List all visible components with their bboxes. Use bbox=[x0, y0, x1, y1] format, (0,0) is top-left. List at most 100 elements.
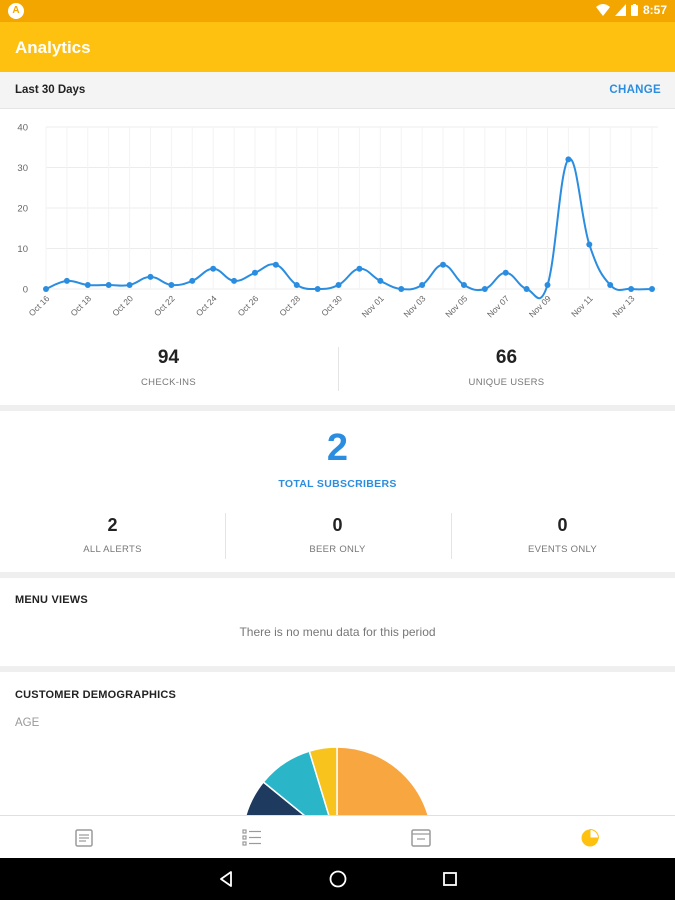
events-only-stat: 0 EVENTS ONLY bbox=[450, 515, 675, 555]
checkins-series-line bbox=[45, 157, 653, 300]
data-point bbox=[314, 286, 321, 292]
events-only-label: EVENTS ONLY bbox=[527, 544, 598, 555]
recents-icon bbox=[443, 872, 457, 886]
data-point bbox=[460, 281, 467, 288]
customer-demographics-card: CUSTOMER DEMOGRAPHICS AGE bbox=[0, 672, 675, 816]
data-point bbox=[84, 281, 91, 288]
beer-only-label: BEER ONLY bbox=[309, 544, 366, 555]
x-tick-label: Oct 20 bbox=[110, 293, 135, 318]
data-point bbox=[272, 261, 279, 268]
x-tick-label: Nov 03 bbox=[401, 293, 427, 319]
beer-only-stat: 0 BEER ONLY bbox=[225, 515, 450, 555]
total-subscribers: 2 TOTAL SUBSCRIBERS bbox=[0, 427, 675, 490]
pie-slice bbox=[244, 780, 307, 816]
x-tick-label: Nov 05 bbox=[443, 293, 469, 319]
total-subscribers-label: TOTAL SUBSCRIBERS bbox=[278, 478, 397, 490]
divider bbox=[451, 513, 452, 559]
checklist-icon bbox=[242, 828, 261, 846]
data-point bbox=[168, 281, 175, 288]
unique-users-count: 66 bbox=[495, 347, 518, 368]
x-tick-label: Oct 28 bbox=[277, 293, 302, 318]
home-icon bbox=[329, 870, 347, 888]
bottom-navigation bbox=[0, 815, 675, 858]
data-point bbox=[440, 261, 447, 268]
nav-tab-checklist[interactable] bbox=[168, 816, 336, 859]
x-tick-label: Oct 18 bbox=[68, 293, 93, 318]
x-tick-label: Oct 30 bbox=[319, 293, 344, 318]
back-icon bbox=[220, 871, 232, 887]
data-point bbox=[210, 265, 217, 272]
checkin-stats: 94 CHECK-INS 66 UNIQUE USERS bbox=[0, 347, 675, 393]
home-button[interactable] bbox=[318, 858, 358, 900]
wifi-icon bbox=[595, 4, 610, 16]
data-point bbox=[544, 281, 551, 288]
data-point bbox=[189, 277, 196, 284]
data-point bbox=[356, 265, 363, 272]
all-alerts-stat: 2 ALL ALERTS bbox=[0, 515, 225, 555]
data-point bbox=[481, 286, 488, 292]
unique-users-stat: 66 UNIQUE USERS bbox=[338, 347, 675, 388]
menu-views-card: MENU VIEWS There is no menu data for thi… bbox=[0, 578, 675, 666]
pie-chart-icon bbox=[581, 828, 600, 846]
y-tick-label: 0 bbox=[23, 285, 28, 296]
page-title: Analytics bbox=[15, 38, 91, 57]
x-tick-label: Oct 16 bbox=[27, 293, 52, 318]
y-tick-label: 20 bbox=[17, 204, 28, 215]
y-tick-label: 10 bbox=[17, 244, 28, 255]
battery-icon bbox=[630, 4, 638, 16]
unique-users-label: UNIQUE USERS bbox=[468, 377, 545, 388]
checkins-stat: 94 CHECK-INS bbox=[0, 347, 337, 388]
x-tick-label: Nov 11 bbox=[569, 293, 595, 319]
data-point bbox=[105, 281, 112, 288]
x-tick-label: Nov 07 bbox=[485, 293, 511, 319]
events-only-count: 0 bbox=[557, 515, 568, 535]
data-point bbox=[377, 277, 384, 284]
x-tick-label: Oct 26 bbox=[236, 293, 261, 318]
data-point bbox=[586, 241, 593, 248]
data-point bbox=[335, 281, 342, 288]
data-point bbox=[43, 286, 49, 292]
all-alerts-label: ALL ALERTS bbox=[83, 544, 142, 555]
x-tick-label: Oct 22 bbox=[152, 293, 177, 318]
signal-icon bbox=[614, 4, 626, 16]
divider bbox=[225, 513, 226, 559]
data-point bbox=[147, 273, 154, 280]
x-tick-label: Nov 01 bbox=[360, 293, 386, 319]
x-tick-label: Nov 13 bbox=[610, 293, 636, 319]
calendar-icon bbox=[411, 828, 431, 847]
change-range-button[interactable]: CHANGE bbox=[609, 84, 661, 96]
x-tick-label: Oct 24 bbox=[194, 293, 219, 318]
data-point bbox=[607, 281, 614, 288]
date-range-label: Last 30 Days bbox=[15, 84, 86, 96]
data-point bbox=[293, 281, 300, 288]
app-bar: Analytics bbox=[0, 22, 675, 72]
checkins-chart-card: 0 10 20 30 40 Oct 16 Oct 18 Oct 20 Oct 22 Oct 24 O… bbox=[0, 109, 675, 405]
y-tick-label: 40 bbox=[17, 123, 28, 134]
total-subscribers-count: 2 bbox=[326, 427, 349, 469]
back-button[interactable] bbox=[206, 858, 246, 900]
nav-tab-list[interactable] bbox=[0, 816, 168, 859]
clock: 8:57 bbox=[642, 3, 667, 17]
age-pie-chart bbox=[244, 746, 430, 816]
data-point bbox=[649, 286, 655, 292]
app-notification-icon: A bbox=[8, 3, 24, 19]
menu-views-empty-message: There is no menu data for this period bbox=[239, 625, 436, 639]
data-point bbox=[419, 281, 426, 288]
system-navigation-bar bbox=[0, 858, 675, 900]
data-point bbox=[628, 286, 635, 292]
demographics-title: CUSTOMER DEMOGRAPHICS bbox=[15, 689, 177, 701]
nav-tab-analytics[interactable] bbox=[506, 816, 674, 859]
menu-views-title: MENU VIEWS bbox=[15, 594, 88, 606]
all-alerts-count: 2 bbox=[107, 515, 118, 535]
recents-button[interactable] bbox=[430, 858, 470, 900]
date-range-bar: Last 30 Days CHANGE bbox=[0, 72, 675, 109]
age-label: AGE bbox=[15, 717, 40, 729]
data-point bbox=[398, 286, 405, 292]
data-point bbox=[251, 269, 258, 276]
subscribers-card: 2 TOTAL SUBSCRIBERS 2 ALL ALERTS 0 BEER … bbox=[0, 411, 675, 572]
pie-slice bbox=[308, 746, 338, 816]
nav-tab-calendar[interactable] bbox=[337, 816, 505, 859]
divider bbox=[338, 347, 339, 391]
status-bar: A 8:57 bbox=[0, 0, 675, 22]
y-tick-label: 30 bbox=[17, 163, 28, 174]
